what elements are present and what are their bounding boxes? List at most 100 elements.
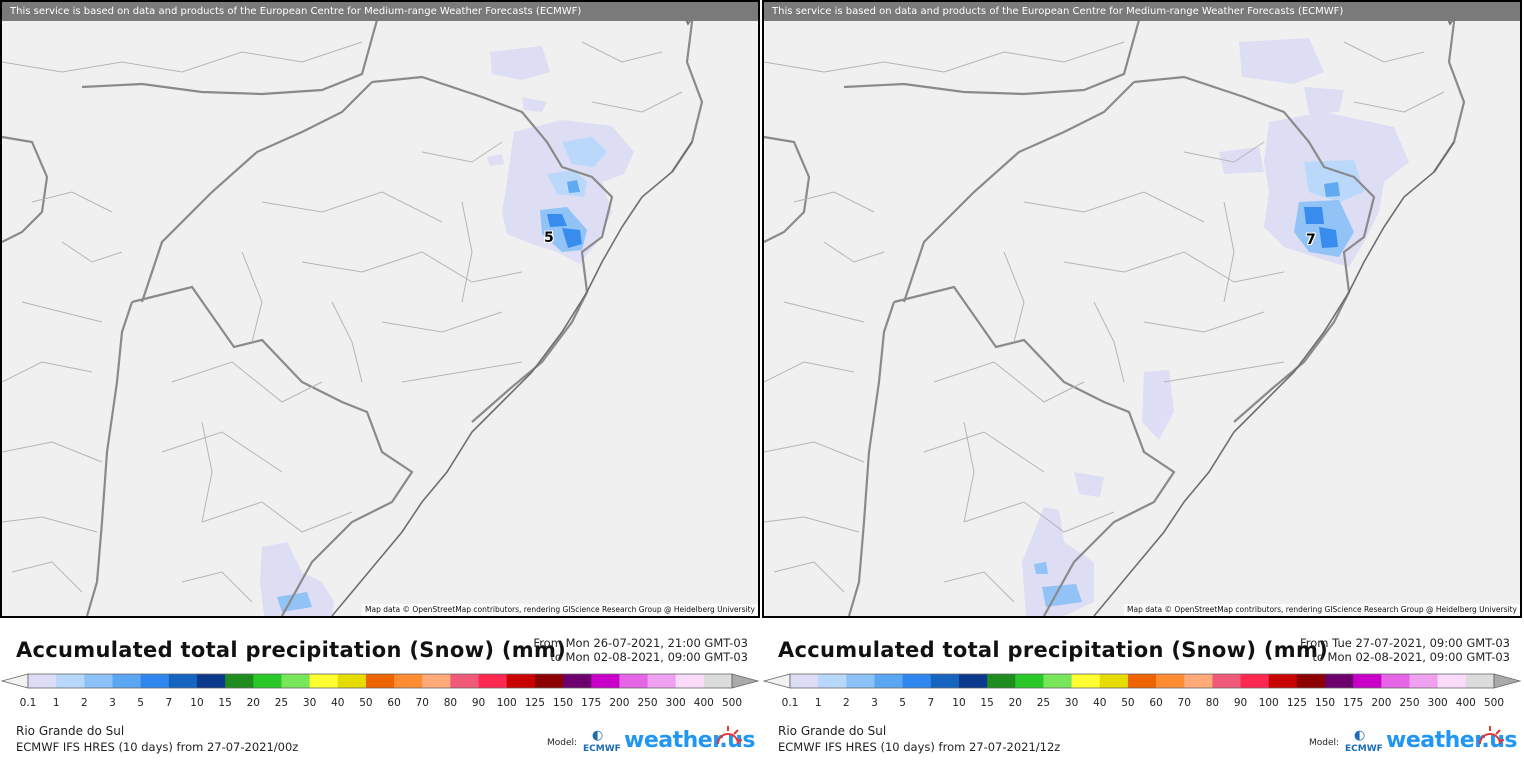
colorbar-swatch (1268, 674, 1298, 688)
colorbar-tick-label: 40 (331, 697, 345, 709)
colorbar-tick-label: 15 (980, 697, 994, 709)
sun-icon (717, 726, 743, 745)
ecmwf-logo-icon: ◐ (592, 728, 604, 743)
colorbar-swatch (478, 674, 508, 688)
colorbar-swatch (168, 674, 198, 688)
colorbar-tick-label: 175 (1343, 697, 1364, 709)
colorbar-tick-label: 20 (1008, 697, 1022, 709)
colorbar-tick-label: 5 (899, 697, 906, 709)
colorbar-swatch (1296, 674, 1326, 688)
colorbar-swatch (56, 674, 85, 688)
colorbar-under-arrow (0, 673, 29, 689)
colorbar-tick-label: 300 (665, 697, 686, 709)
map-panel-right: This service is based on data and produc… (762, 0, 1522, 760)
colorbar-tick-label: 25 (274, 697, 289, 709)
colorbar-tick-label: 7 (165, 697, 173, 709)
colorbar-over-arrow (1493, 673, 1522, 689)
colorbar-tick-label: 300 (1427, 697, 1448, 709)
model-run-info: ECMWF IFS HRES (10 days) from 27-07-2021… (778, 740, 1061, 754)
colorbar-tick-label: 400 (1455, 697, 1476, 709)
colorbar-swatch (958, 674, 988, 688)
colorbar-swatch (281, 674, 311, 688)
colorbar-tick-label: 20 (246, 697, 260, 709)
colorbar-tick-label: 7 (927, 697, 935, 709)
colorbar-swatch (1156, 674, 1185, 688)
colorbar-swatch (253, 674, 282, 688)
colorbar-tick-label: 150 (1315, 697, 1336, 709)
colorbar-tick-label: 1 (52, 697, 60, 709)
colorbar-tick-label: 90 (1233, 697, 1248, 709)
colorbar-swatch (1043, 674, 1073, 688)
colorbar-swatch (450, 674, 480, 688)
colorbar-frame (789, 673, 1495, 689)
precipitation-map (2, 2, 758, 616)
colorbar-swatch (987, 674, 1016, 688)
colorbar-swatch (619, 674, 649, 688)
map-attribution[interactable]: Map data © OpenStreetMap contributors, r… (1124, 604, 1520, 616)
colorbar-tick-label: 500 (1483, 697, 1505, 709)
colorbar-swatch (1015, 674, 1044, 688)
region-name: Rio Grande do Sul (778, 724, 887, 738)
ecmwf-logo[interactable]: ECMWF (1345, 744, 1383, 754)
colorbar-swatch (196, 674, 226, 688)
colorbar-tick-label: 200 (609, 697, 630, 709)
colorbar-swatch (225, 674, 254, 688)
colorbar-swatch (394, 674, 423, 688)
colorbar-under-arrow (762, 673, 791, 689)
colorbar-tick-label: 150 (553, 697, 574, 709)
model-label: Model: (1309, 738, 1340, 748)
colorbar-tick-label: 500 (721, 697, 743, 709)
colorbar-swatch (1409, 674, 1439, 688)
colorbar-swatch (790, 674, 819, 688)
colorbar-tick-label: 100 (1258, 697, 1279, 709)
colorbar-tick-label: 3 (109, 697, 116, 709)
colorbar-frame (27, 673, 733, 689)
colorbar-tick-label: 400 (693, 697, 714, 709)
colorbar (0, 673, 760, 689)
colorbar-tick-label: 10 (190, 697, 204, 709)
colorbar-swatch (28, 674, 57, 688)
map-panel-left: This service is based on data and produc… (0, 0, 760, 760)
weather-us-logo[interactable]: weather.us (624, 728, 756, 753)
colorbar-tick-label: 50 (1121, 697, 1135, 709)
colorbar-tick-label: 60 (1149, 697, 1163, 709)
colorbar-tick-label: 0.1 (19, 697, 37, 709)
colorbar-tick-label: 0.1 (781, 697, 799, 709)
snow-precip-areas (260, 46, 634, 616)
colorbar-swatch (647, 674, 677, 688)
colorbar-swatch (84, 674, 113, 688)
ecmwf-logo-icon: ◐ (1354, 728, 1366, 743)
ecmwf-logo[interactable]: ECMWF (583, 744, 621, 754)
colorbar-tick-label: 80 (1205, 697, 1220, 709)
colorbar-tick-label: 30 (1064, 697, 1079, 709)
colorbar-swatch (703, 674, 733, 688)
region-name: Rio Grande do Sul (16, 724, 125, 738)
colorbar-swatch (675, 674, 705, 688)
colorbar-swatch (337, 674, 367, 688)
colorbar-swatch (1184, 674, 1213, 688)
peak-value-label: 5 (544, 230, 554, 246)
colorbar-swatch (1127, 674, 1157, 688)
colorbar-swatch (1465, 674, 1495, 688)
colorbar-swatch (1325, 674, 1354, 688)
map-frame: This service is based on data and produc… (0, 0, 760, 618)
colorbar-swatch (309, 674, 339, 688)
time-from: From Mon 26-07-2021, 21:00 GMT-03 (533, 636, 748, 650)
colorbar-swatch (818, 674, 847, 688)
colorbar-tick-label: 2 (842, 697, 850, 709)
colorbar-tick-label: 30 (302, 697, 317, 709)
colorbar-tick-label: 100 (496, 697, 517, 709)
legend-title: Accumulated total precipitation (Snow) (… (778, 638, 1329, 662)
time-to: to Mon 02-08-2021, 09:00 GMT-03 (1312, 650, 1510, 664)
colorbar-swatch (534, 674, 564, 688)
colorbar-swatch (140, 674, 170, 688)
ecmwf-banner: This service is based on data and produc… (764, 2, 1520, 21)
colorbar-swatch (365, 674, 395, 688)
colorbar-tick-label: 125 (524, 697, 545, 709)
colorbar-tick-label: 200 (1371, 697, 1392, 709)
colorbar-tick-label: 5 (137, 697, 144, 709)
model-label: Model: (547, 738, 578, 748)
weather-us-logo[interactable]: weather.us (1386, 728, 1518, 753)
time-from: From Tue 27-07-2021, 09:00 GMT-03 (1300, 636, 1510, 650)
map-attribution[interactable]: Map data © OpenStreetMap contributors, r… (362, 604, 758, 616)
